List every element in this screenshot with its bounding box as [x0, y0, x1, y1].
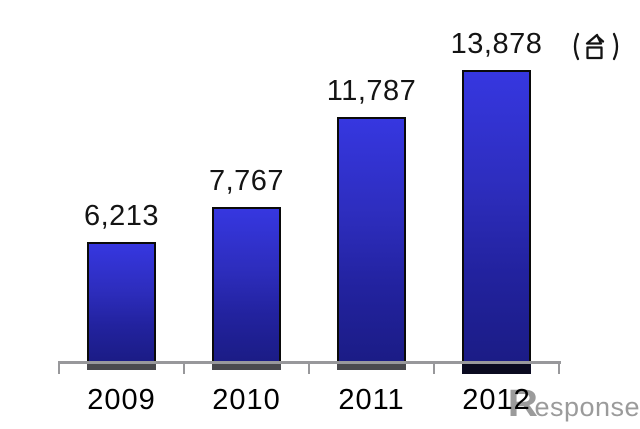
- unit-label: [570, 32, 622, 66]
- category-label: 2011: [338, 384, 405, 416]
- x-axis-tick: [558, 361, 560, 374]
- bar-base-shadow: [337, 364, 406, 370]
- x-axis-tick: [433, 361, 435, 374]
- value-label: 6,213: [83, 200, 160, 232]
- unit-tai-glyph: [573, 32, 619, 61]
- bar-2012: [462, 70, 531, 363]
- value-label: 7,767: [208, 165, 285, 197]
- bar-base-shadow: [87, 364, 156, 370]
- x-axis-tick: [308, 361, 310, 374]
- category-label: 2012: [462, 384, 531, 416]
- response-logo: R: [507, 383, 538, 425]
- bar-2010: [212, 207, 281, 363]
- bar-2011: [337, 117, 406, 363]
- value-label: 11,787: [326, 75, 417, 107]
- response-watermark-text: esponse.: [534, 392, 640, 422]
- value-label: 13,878: [450, 28, 543, 60]
- bar-2009: [87, 242, 156, 363]
- bar-base-shadow: [212, 364, 281, 370]
- category-label: 2010: [212, 384, 281, 416]
- x-axis-tick: [58, 361, 60, 374]
- x-axis-line: [58, 361, 561, 364]
- bar-base-shadow: [462, 364, 531, 374]
- category-label: 2009: [87, 384, 156, 416]
- x-axis-tick: [183, 361, 185, 374]
